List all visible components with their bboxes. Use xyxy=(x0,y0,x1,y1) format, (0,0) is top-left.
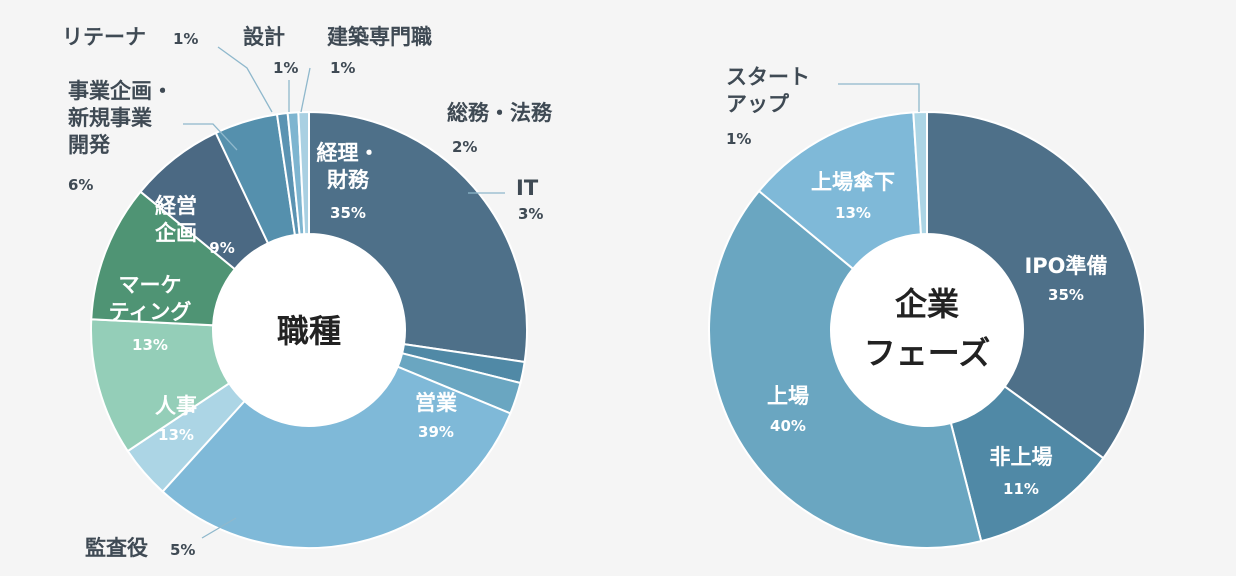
job-type-slice-8-label-line-0: 事業企画・ xyxy=(68,79,173,103)
job-type-slice-7-label-line-1: 企画 xyxy=(154,221,197,245)
job-type-slice-7-label-line-0: 経営 xyxy=(155,194,197,218)
job-type-slice-9-value-label: 1% xyxy=(173,30,198,48)
company-phase-center-title-line-1: 企業 xyxy=(895,285,959,323)
company-phase-slice-4-leader-line xyxy=(838,83,920,112)
job-type-slice-9-leader-line xyxy=(217,46,273,113)
company-phase-slice-3-label-line-0: 上場傘下 xyxy=(811,170,895,194)
job-type-slice-4-value-label: 5% xyxy=(170,541,195,559)
company-phase-slice-2-label-line-0: 上場 xyxy=(767,384,809,408)
job-type-slice-1-value-label: 2% xyxy=(452,138,477,156)
job-type-slice-6-label-line-1: ティング xyxy=(109,300,192,324)
job-type-slice-0-label-line-1: 財務 xyxy=(327,168,370,192)
job-type-slice-11-label-line-0: 建築専門職 xyxy=(327,25,432,49)
company-phase-donut-chart: 企業 フェーズ IPO準備 35% 非上場 11% 上場 40% 上場傘下 13% スタートアッ… xyxy=(708,65,1146,549)
job-type-labels: 経理・財務 35% 総務・法務 2% IT 3% 営業 39% 監査役 5% 人事 13% マーケティン… xyxy=(62,25,553,560)
job-type-slice-5-label-line-0: 人事 xyxy=(155,394,197,418)
job-type-slice-1-label-line-0: 総務・法務 xyxy=(447,101,553,125)
job-type-slice-2-label-line-0: IT xyxy=(516,176,539,200)
job-type-donut-hole xyxy=(213,234,405,426)
company-phase-slice-4-value-label: 1% xyxy=(726,130,751,148)
job-type-slices xyxy=(90,110,528,549)
job-type-slice-8-leader-line xyxy=(183,123,238,151)
company-phase-slice-0-value-label: 35% xyxy=(1048,286,1084,304)
job-type-slice-4-label-line-0: 監査役 xyxy=(85,536,148,560)
company-phase-slice-1-value-label: 11% xyxy=(1003,480,1039,498)
job-type-slice-11-leader-line xyxy=(300,67,311,113)
job-type-slice-3-label-line-0: 営業 xyxy=(415,391,458,415)
job-type-slice-11-value-label: 1% xyxy=(330,59,355,77)
job-type-slice-10-value-label: 1% xyxy=(273,59,298,77)
job-type-slice-5-value-label: 13% xyxy=(158,426,194,444)
company-phase-donut-hole xyxy=(831,234,1023,426)
job-type-slice-8-label-line-1: 新規事業 xyxy=(68,106,153,130)
job-type-slice-2-value-label: 3% xyxy=(518,205,543,223)
company-phase-center-title-line-2: フェーズ xyxy=(864,334,990,372)
job-type-slice-8-value-label: 6% xyxy=(68,176,93,194)
job-type-donut-chart: 職種 経理・財務 35% 総務・法務 2% IT 3% 営業 39% 監査役 5% 人事 13% マーケ… xyxy=(62,25,553,560)
company-phase-slice-1-label-line-0: 非上場 xyxy=(990,445,1053,469)
job-type-slice-8-label-line-2: 開発 xyxy=(68,133,111,157)
company-phase-slice-0-label-line-0: IPO準備 xyxy=(1024,254,1107,278)
job-type-slice-7-value-label: 9% xyxy=(209,239,234,257)
job-type-slice-4-leader-line xyxy=(201,517,237,539)
job-type-slice-3-value-label: 39% xyxy=(418,423,454,441)
job-type-slice-6-label-line-0: マーケ xyxy=(119,273,182,297)
job-type-slice-0-label-line-0: 経理・ xyxy=(317,141,380,165)
job-type-slice-10-label-line-0: 設計 xyxy=(243,25,285,49)
job-type-slice-6-value-label: 13% xyxy=(132,336,168,354)
company-phase-slice-2-value-label: 40% xyxy=(770,417,806,435)
company-phase-slice-3-value-label: 13% xyxy=(835,204,871,222)
company-phase-slice-4-label-line-1: アップ xyxy=(726,92,790,116)
job-type-slice-0-value-label: 35% xyxy=(330,204,366,222)
job-type-center-title: 職種 xyxy=(277,312,341,350)
company-phase-slices xyxy=(708,110,1146,549)
company-phase-slice-4-label-line-0: スタート xyxy=(726,65,810,89)
job-type-slice-9-label-line-0: リテーナ xyxy=(62,25,146,49)
